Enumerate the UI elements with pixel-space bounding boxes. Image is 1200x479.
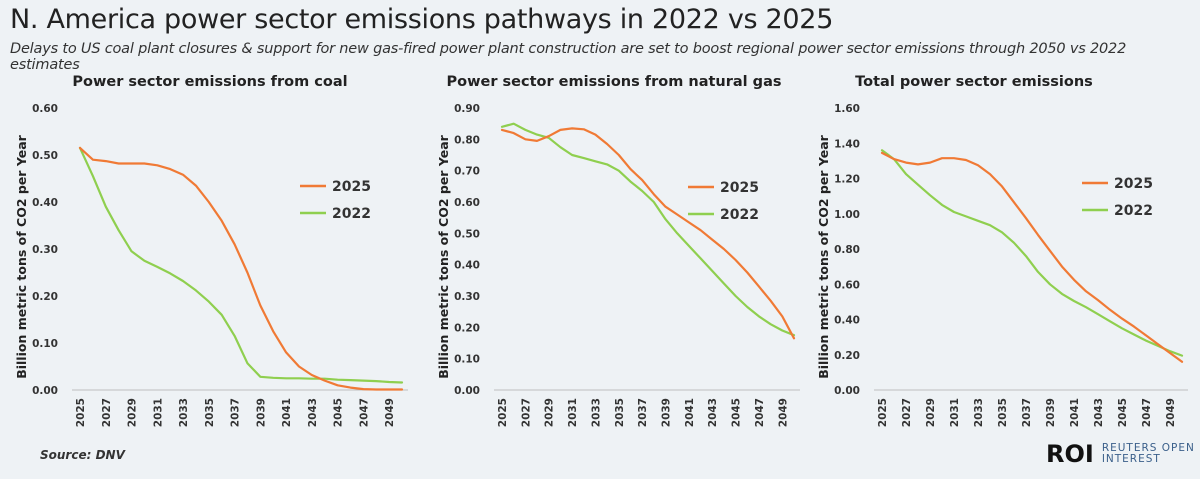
- x-tick-label: 2031: [949, 398, 961, 427]
- series-line-2022: [500, 122, 796, 337]
- x-tick-label: 2041: [684, 398, 696, 427]
- y-axis-label: Billion metric tons of CO2 per Year: [436, 134, 451, 378]
- chart-title: Power sector emissions from natural gas: [447, 74, 782, 90]
- legend-label-2022: 2022: [720, 207, 759, 223]
- x-tick-label: 2035: [997, 398, 1009, 427]
- series-line-2022: [78, 146, 404, 384]
- y-tick-label: 0.90: [454, 103, 480, 115]
- x-tick-label: 2031: [567, 398, 579, 427]
- x-tick-label: 2029: [544, 398, 556, 427]
- y-tick-label: 1.00: [834, 209, 860, 221]
- x-tick-label: 2047: [358, 398, 370, 427]
- brand-text: REUTERS OPEN INTEREST: [1102, 443, 1195, 465]
- x-tick-label: 2049: [777, 398, 789, 427]
- x-tick-label: 2035: [614, 398, 626, 427]
- y-tick-label: 0.10: [454, 354, 480, 366]
- y-axis-label: Billion metric tons of CO2 per Year: [816, 134, 831, 378]
- brand-line-1: REUTERS OPEN: [1101, 442, 1195, 454]
- x-tick-label: 2037: [637, 398, 649, 427]
- x-tick-label: 2045: [1117, 398, 1129, 427]
- x-tick-label: 2047: [754, 398, 766, 427]
- x-tick-label: 2043: [1093, 398, 1105, 427]
- y-tick-label: 0.60: [454, 197, 480, 209]
- chart-total-svg: Total power sector emissions Billion metr…: [816, 74, 1188, 427]
- brand-line-2: INTEREST: [1101, 453, 1161, 465]
- x-tick-label: 2047: [1141, 398, 1153, 427]
- y-tick-label: 0.60: [834, 279, 860, 291]
- x-tick-label: 2039: [255, 398, 267, 427]
- y-tick-label: 1.20: [834, 174, 860, 186]
- x-tick-label: 2049: [384, 398, 396, 427]
- chart-title: Power sector emissions from coal: [72, 74, 347, 90]
- x-tick-label: 2027: [101, 398, 113, 427]
- x-tick-label: 2027: [520, 398, 532, 427]
- chart-coal: Power sector emissions from coal Billion …: [10, 68, 410, 438]
- x-tick-label: 2043: [307, 398, 319, 427]
- chart-gas: Power sector emissions from natural gas B…: [400, 68, 800, 438]
- y-tick-label: 0.50: [454, 228, 480, 240]
- x-tick-label: 2025: [497, 398, 509, 427]
- source-note: Source: DNV: [40, 448, 125, 462]
- x-tick-label: 2043: [707, 398, 719, 427]
- series-line-2025: [500, 127, 796, 340]
- y-tick-label: 0.50: [32, 150, 58, 162]
- x-tick-label: 2035: [204, 398, 216, 427]
- series-line-2025: [78, 146, 404, 391]
- page-title: N. America power sector emissions pathwa…: [10, 4, 834, 35]
- chart-coal-svg: Power sector emissions from coal Billion …: [14, 74, 408, 427]
- series-line-2025: [880, 151, 1184, 363]
- brand-mark: ROI: [1046, 440, 1094, 468]
- x-tick-label: 2031: [152, 398, 164, 427]
- y-tick-label: 0.70: [454, 166, 480, 178]
- y-tick-label: 0.20: [454, 322, 480, 334]
- x-tick-label: 2033: [590, 398, 602, 427]
- y-tick-label: 0.00: [454, 385, 480, 397]
- y-tick-label: 0.00: [834, 385, 860, 397]
- y-tick-label: 0.40: [834, 315, 860, 327]
- series-line-2022: [880, 149, 1184, 357]
- y-tick-label: 0.30: [454, 291, 480, 303]
- x-tick-label: 2033: [178, 398, 190, 427]
- x-tick-label: 2037: [1021, 398, 1033, 427]
- x-tick-label: 2045: [731, 398, 743, 427]
- x-tick-label: 2041: [1069, 398, 1081, 427]
- x-tick-label: 2033: [973, 398, 985, 427]
- y-axis-label: Billion metric tons of CO2 per Year: [14, 134, 29, 378]
- x-tick-label: 2029: [127, 398, 139, 427]
- y-tick-label: 0.20: [834, 350, 860, 362]
- y-tick-label: 0.40: [32, 197, 58, 209]
- legend-label-2025: 2025: [332, 179, 371, 195]
- x-tick-label: 2049: [1165, 398, 1177, 427]
- x-tick-label: 2037: [230, 398, 242, 427]
- chart-title: Total power sector emissions: [855, 74, 1093, 90]
- x-tick-label: 2041: [281, 398, 293, 427]
- x-tick-label: 2039: [1045, 398, 1057, 427]
- y-tick-label: 0.00: [32, 385, 58, 397]
- x-tick-label: 2029: [925, 398, 937, 427]
- y-tick-label: 0.80: [834, 244, 860, 256]
- y-tick-label: 0.10: [32, 338, 58, 350]
- legend-label-2022: 2022: [1114, 203, 1153, 219]
- x-tick-label: 2027: [901, 398, 913, 427]
- y-tick-label: 1.60: [834, 103, 860, 115]
- x-tick-label: 2025: [75, 398, 87, 427]
- y-tick-label: 1.40: [834, 138, 860, 150]
- legend-label-2022: 2022: [332, 206, 371, 222]
- chart-gas-svg: Power sector emissions from natural gas B…: [436, 74, 800, 427]
- page-subtitle: Delays to US coal plant closures & suppo…: [10, 41, 1127, 73]
- y-tick-label: 0.60: [32, 103, 58, 115]
- y-tick-label: 0.20: [32, 291, 58, 303]
- brand-logo: ROI REUTERS OPEN INTEREST: [1046, 440, 1195, 468]
- y-tick-label: 0.30: [32, 244, 58, 256]
- chart-total: Total power sector emissions Billion metr…: [790, 68, 1200, 438]
- x-tick-label: 2039: [661, 398, 673, 427]
- y-tick-label: 0.40: [454, 260, 480, 272]
- legend-label-2025: 2025: [720, 180, 759, 196]
- x-tick-label: 2025: [877, 398, 889, 427]
- x-tick-label: 2045: [333, 398, 345, 427]
- legend-label-2025: 2025: [1114, 176, 1153, 192]
- y-tick-label: 0.80: [454, 134, 480, 146]
